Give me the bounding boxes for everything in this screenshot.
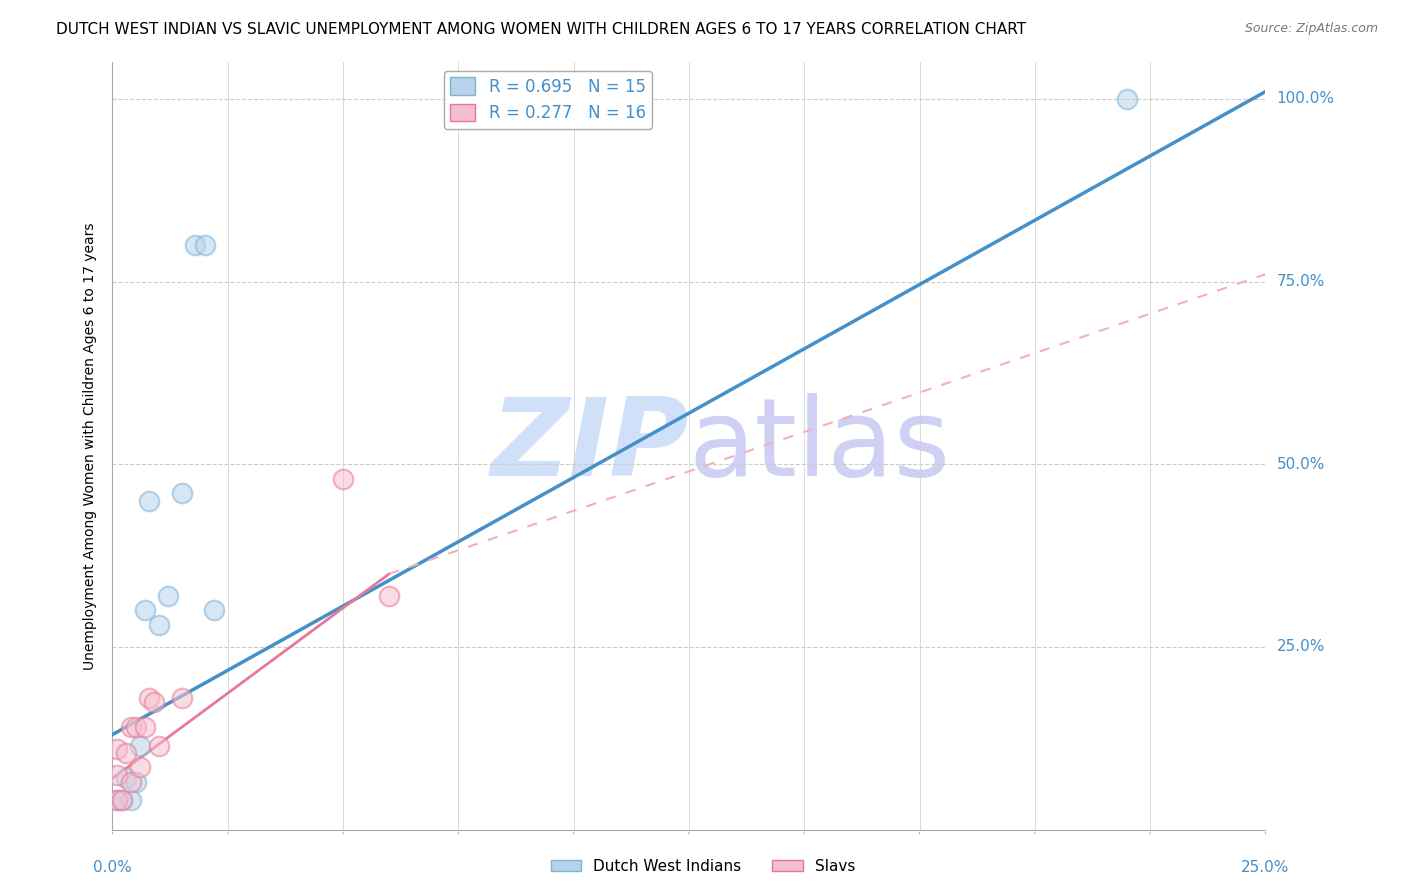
Point	[1116, 92, 1139, 106]
Point	[120, 775, 142, 789]
Point	[115, 746, 138, 760]
Point	[332, 472, 354, 486]
Point	[129, 760, 152, 774]
Point	[143, 695, 166, 709]
Text: 75.0%: 75.0%	[1277, 274, 1324, 289]
Point	[111, 793, 134, 807]
Text: 25.0%: 25.0%	[1277, 640, 1324, 655]
Point	[111, 793, 134, 807]
Point	[124, 775, 146, 789]
Point	[156, 589, 179, 603]
Point	[120, 720, 142, 734]
Point	[170, 691, 193, 706]
Point	[105, 793, 128, 807]
Point	[378, 589, 401, 603]
Point	[134, 603, 156, 617]
Point	[129, 739, 152, 753]
Point	[120, 793, 142, 807]
Text: DUTCH WEST INDIAN VS SLAVIC UNEMPLOYMENT AMONG WOMEN WITH CHILDREN AGES 6 TO 17 : DUTCH WEST INDIAN VS SLAVIC UNEMPLOYMENT…	[56, 22, 1026, 37]
Y-axis label: Unemployment Among Women with Children Ages 6 to 17 years: Unemployment Among Women with Children A…	[83, 222, 97, 670]
Point	[105, 793, 128, 807]
Point	[105, 742, 128, 756]
Point	[134, 720, 156, 734]
Legend: Dutch West Indians, Slavs: Dutch West Indians, Slavs	[544, 853, 862, 880]
Point	[148, 739, 170, 753]
Point	[138, 691, 160, 706]
Text: atlas: atlas	[689, 393, 950, 499]
Text: 0.0%: 0.0%	[93, 860, 132, 875]
Point	[115, 772, 138, 786]
Text: 25.0%: 25.0%	[1241, 860, 1289, 875]
Point	[105, 768, 128, 782]
Point	[148, 618, 170, 632]
Text: Source: ZipAtlas.com: Source: ZipAtlas.com	[1244, 22, 1378, 36]
Legend: R = 0.695   N = 15, R = 0.277   N = 16: R = 0.695 N = 15, R = 0.277 N = 16	[444, 70, 652, 128]
Text: 50.0%: 50.0%	[1277, 457, 1324, 472]
Point	[184, 238, 207, 252]
Point	[170, 486, 193, 500]
Point	[138, 493, 160, 508]
Point	[194, 238, 217, 252]
Point	[124, 720, 146, 734]
Text: ZIP: ZIP	[491, 393, 689, 499]
Text: 100.0%: 100.0%	[1277, 92, 1334, 106]
Point	[202, 603, 225, 617]
